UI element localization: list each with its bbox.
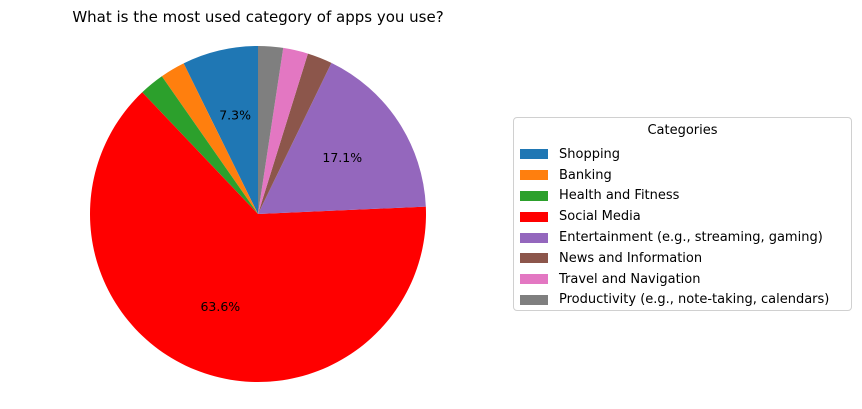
legend-item-productivity-e-g-note-taking-calendars: Productivity (e.g., note-taking, calenda… [520, 290, 845, 311]
legend-swatch [520, 294, 548, 305]
pie-chart: 7.3% 63.6% 17.1% [89, 46, 426, 383]
pie-slice-entertainment-e-g-streaming-gaming [258, 62, 426, 214]
legend-item-news-and-information: News and Information [520, 248, 845, 269]
legend-swatch [520, 211, 548, 222]
legend-swatch [520, 170, 548, 181]
legend-swatch [520, 253, 548, 264]
pie-slices [89, 46, 426, 383]
legend-item-banking: Banking [520, 165, 845, 186]
legend: Categories Shopping Banking Health and Fit… [513, 117, 852, 311]
legend-item-shopping: Shopping [520, 144, 845, 165]
chart-title: What is the most used category of apps y… [72, 8, 444, 26]
legend-label: Productivity (e.g., note-taking, calenda… [559, 292, 830, 308]
legend-item-travel-and-navigation: Travel and Navigation [520, 269, 845, 290]
legend-swatch [520, 149, 548, 160]
pie-slice-social-media [89, 92, 426, 383]
legend-items: Shopping Banking Health and Fitness Social … [520, 144, 845, 310]
legend-label: Health and Fitness [559, 188, 680, 204]
pie-slice-banking [161, 63, 258, 215]
legend-item-health-and-fitness: Health and Fitness [520, 186, 845, 207]
pct-label-entertainment-e-g-streaming-gaming: 17.1% [322, 150, 362, 165]
legend-label: News and Information [559, 250, 703, 266]
pie-slice-shopping [183, 46, 258, 214]
legend-title: Categories [647, 123, 718, 138]
pie-slice-productivity-e-g-note-taking-calendars [258, 46, 284, 214]
legend-label: Banking [559, 167, 612, 183]
legend-item-entertainment-e-g-streaming-gaming: Entertainment (e.g., streaming, gaming) [520, 227, 845, 248]
pct-label-shopping: 7.3% [219, 107, 251, 122]
legend-label: Travel and Navigation [559, 271, 701, 287]
pct-label-social-media: 63.6% [200, 299, 240, 314]
legend-swatch [520, 232, 548, 243]
pie-labels: 7.3% 63.6% 17.1% [200, 107, 362, 314]
pie-slice-travel-and-navigation [258, 47, 308, 214]
legend-label: Entertainment (e.g., streaming, gaming) [559, 230, 823, 246]
legend-swatch [520, 274, 548, 285]
pie-slice-health-and-fitness [142, 76, 258, 214]
legend-item-social-media: Social Media [520, 206, 845, 227]
legend-swatch [520, 190, 548, 201]
legend-label: Social Media [559, 209, 641, 225]
legend-label: Shopping [559, 146, 621, 162]
pie-slice-news-and-information [258, 53, 332, 214]
